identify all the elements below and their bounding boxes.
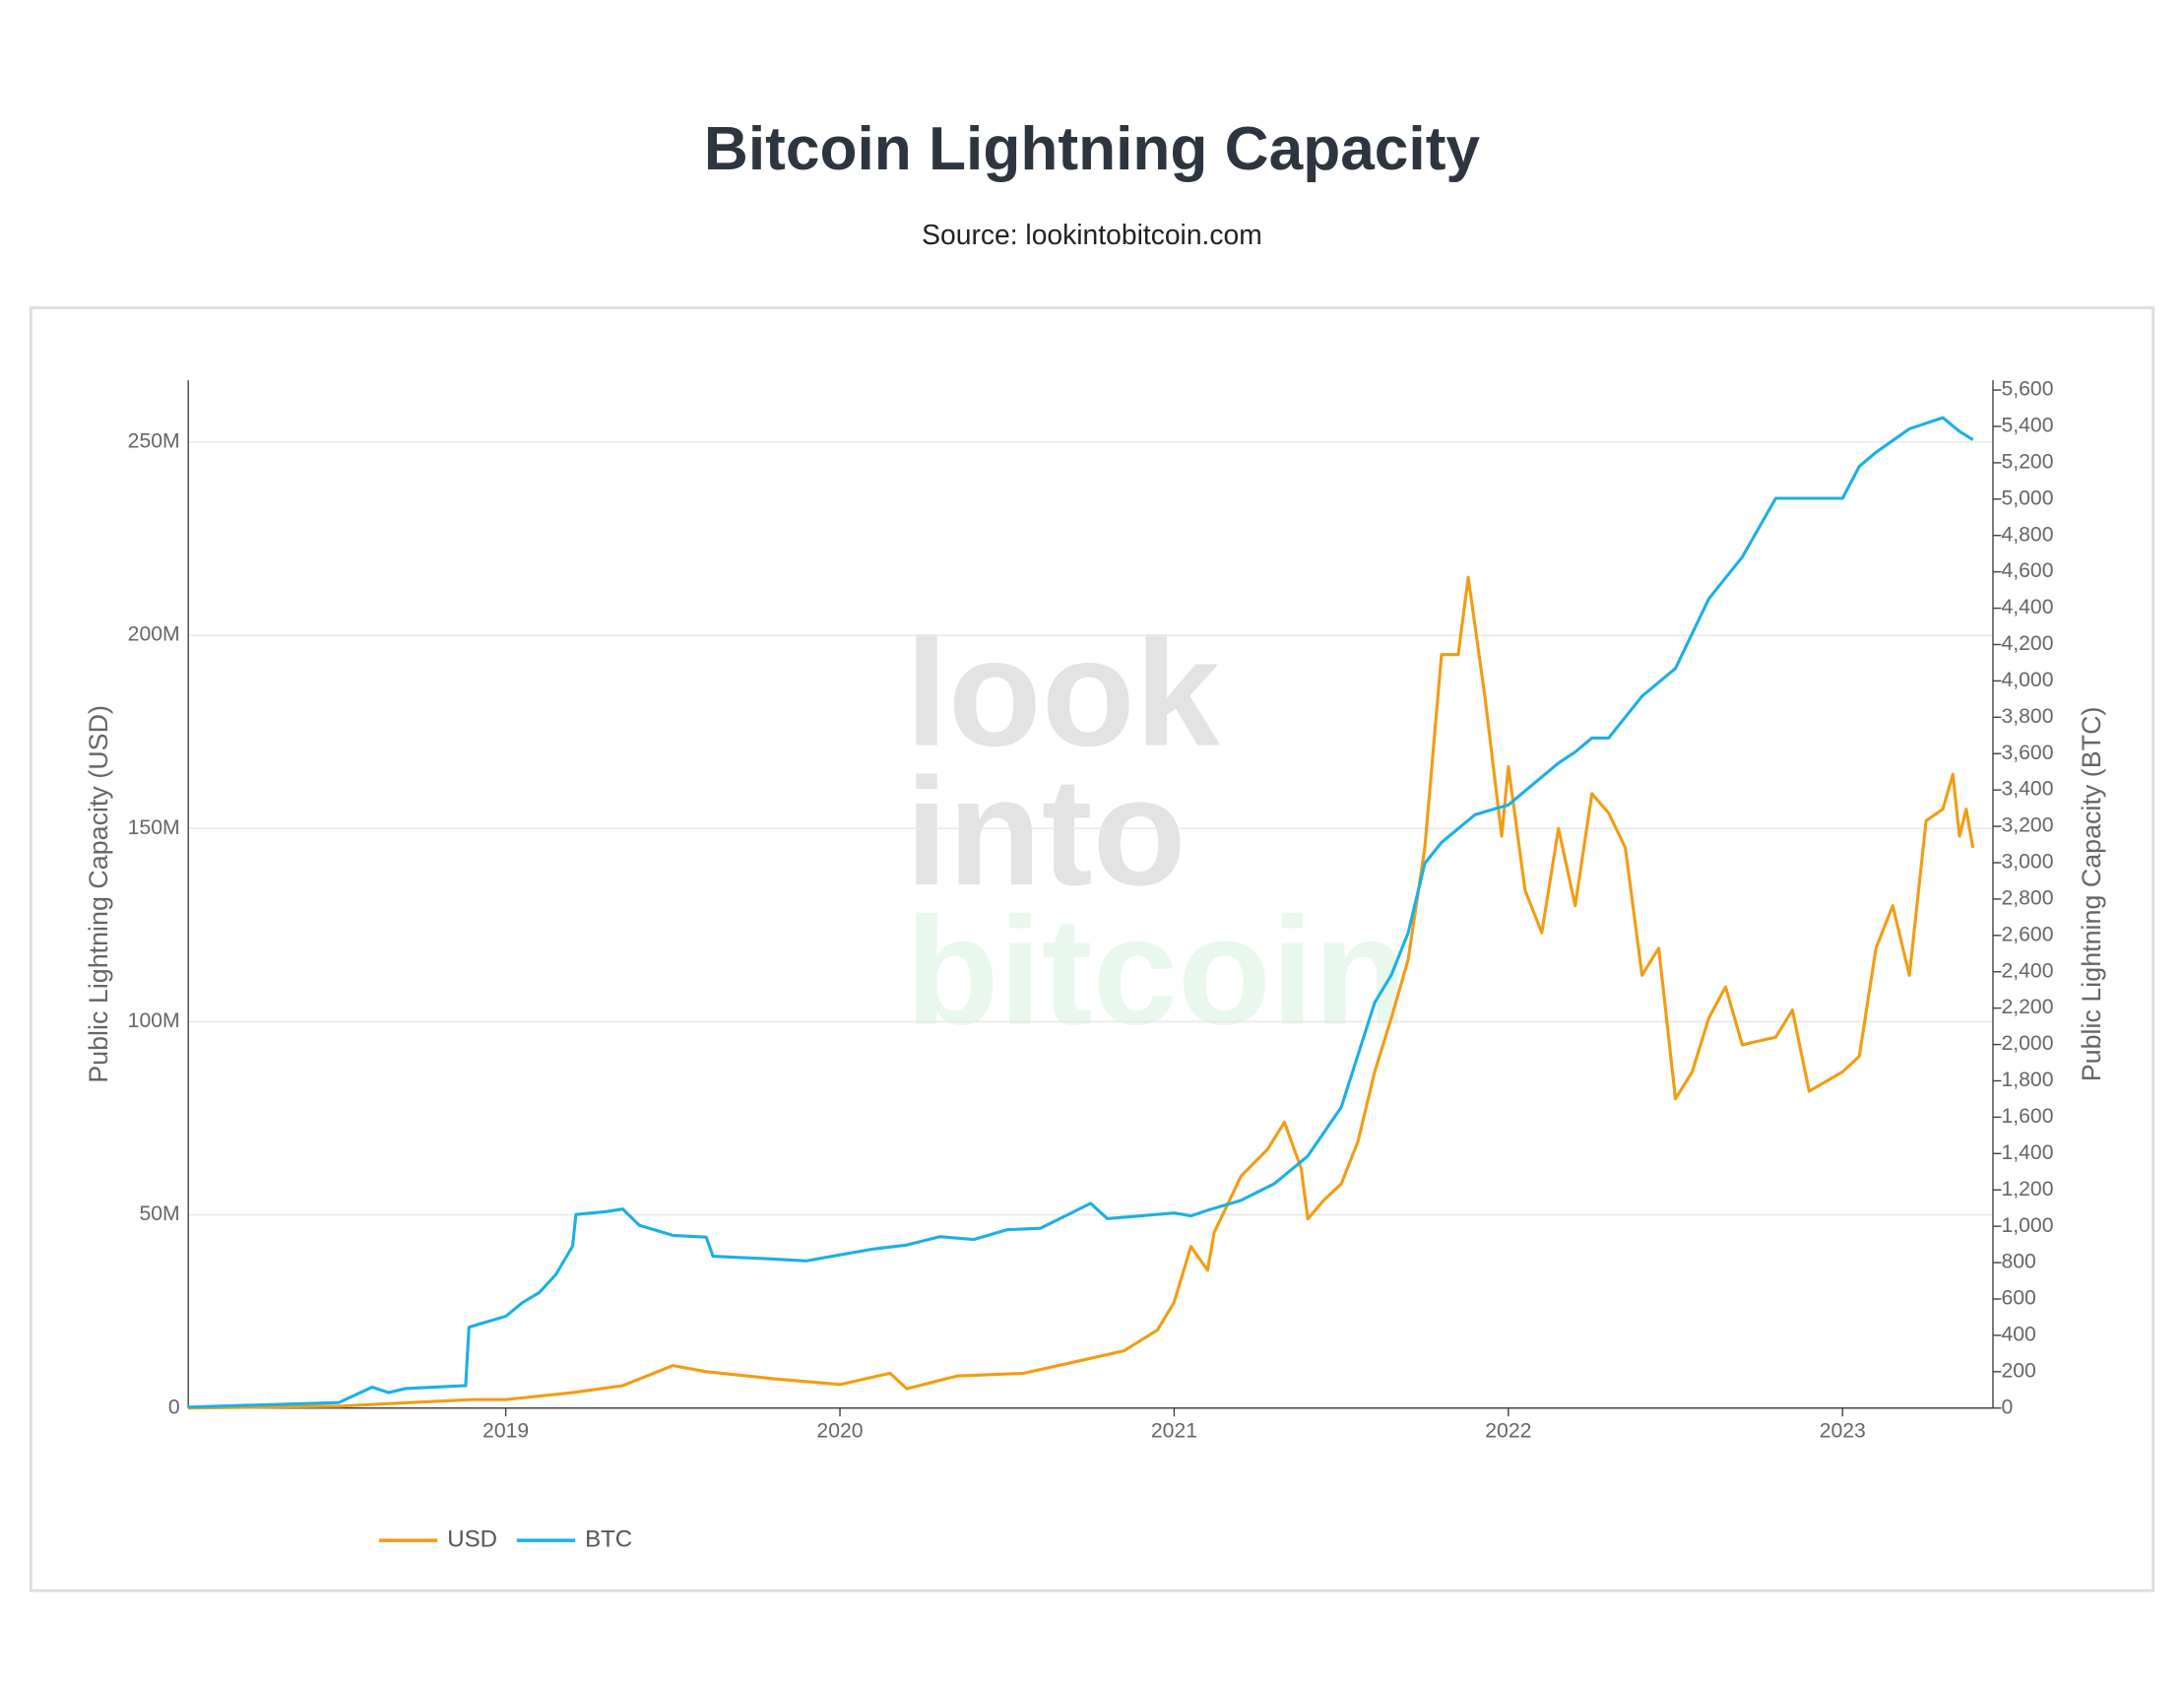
y2-tick-label: 1,800 <box>2001 1069 2053 1091</box>
y2-tick-label: 5,200 <box>2001 450 2053 473</box>
legend-label: USD <box>447 1526 497 1552</box>
y2-tick-label: 2,800 <box>2001 887 2053 910</box>
y2-tick-label: 4,000 <box>2001 669 2053 691</box>
chart-subtitle: Source: lookintobitcoin.com <box>922 219 1262 250</box>
y-tick-label: 200M <box>128 623 180 646</box>
series-line <box>188 416 1974 1409</box>
y2-tick-label: 2,600 <box>2001 923 2053 945</box>
y-tick-label: 250M <box>128 429 180 452</box>
y-axis-title: Public Lightning Capacity (USD) <box>84 705 113 1083</box>
y2-tick-label: 1,600 <box>2001 1105 2053 1128</box>
y2-tick-label: 2,200 <box>2001 996 2053 1018</box>
chart-frame <box>29 306 2155 1592</box>
y2-tick-label: 400 <box>2001 1324 2035 1346</box>
y-tick-label: 50M <box>139 1202 179 1225</box>
y2-tick-label: 3,000 <box>2001 851 2053 874</box>
y2-axis-title: Public Lightning Capacity (BTC) <box>2077 707 2106 1082</box>
y2-tick-label: 5,400 <box>2001 415 2053 437</box>
y2-tick-label: 200 <box>2001 1359 2035 1382</box>
series-line <box>188 575 1975 1410</box>
y2-tick-label: 1,200 <box>2001 1178 2053 1201</box>
y2-tick-label: 800 <box>2001 1251 2035 1273</box>
y-tick-label: 0 <box>168 1396 180 1418</box>
x-tick-label: 2023 <box>1820 1419 1866 1442</box>
watermark-text: bitcoin <box>905 885 1407 1057</box>
y2-tick-label: 600 <box>2001 1287 2035 1310</box>
y2-tick-label: 4,200 <box>2001 632 2053 655</box>
y2-tick-label: 5,000 <box>2001 487 2053 509</box>
watermark: look into bitcoin <box>905 607 1407 1057</box>
x-tick-label: 2021 <box>1151 1419 1197 1442</box>
y2-tick-label: 4,800 <box>2001 523 2053 546</box>
x-tick-label: 2020 <box>816 1419 863 1442</box>
y-tick-label: 150M <box>128 816 180 839</box>
x-tick-label: 2022 <box>1485 1419 1531 1442</box>
chart-title: Bitcoin Lightning Capacity <box>704 115 1480 183</box>
watermark-text: into <box>905 746 1186 917</box>
legend-label: BTC <box>585 1526 632 1552</box>
y-tick-label: 100M <box>128 1009 180 1032</box>
y2-tick-label: 4,600 <box>2001 559 2053 582</box>
y2-tick-label: 0 <box>2001 1396 2013 1418</box>
y2-tick-label: 2,400 <box>2001 959 2053 982</box>
y2-tick-label: 3,800 <box>2001 705 2053 728</box>
y2-tick-label: 4,400 <box>2001 596 2053 618</box>
y2-tick-label: 5,600 <box>2001 378 2053 401</box>
y2-tick-label: 3,600 <box>2001 742 2053 764</box>
y2-tick-label: 3,400 <box>2001 778 2053 801</box>
y2-tick-label: 2,000 <box>2001 1032 2053 1055</box>
x-tick-label: 2019 <box>482 1419 529 1442</box>
y2-tick-label: 1,000 <box>2001 1214 2053 1237</box>
y2-tick-label: 1,400 <box>2001 1141 2053 1164</box>
y2-tick-label: 3,200 <box>2001 814 2053 837</box>
